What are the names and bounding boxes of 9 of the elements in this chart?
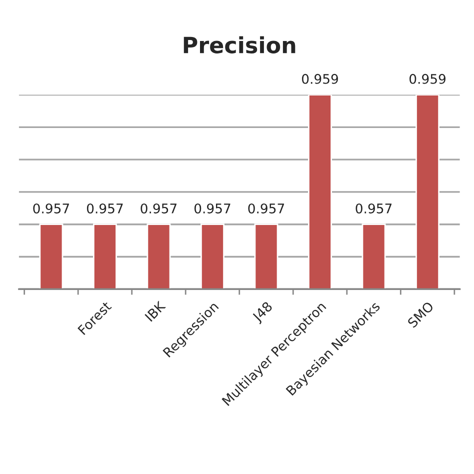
chart-title: Precision [184,36,296,54]
data-label: 0.957 [356,203,392,214]
data-label: 0.957 [33,203,69,214]
data-label: 0.959 [302,74,338,84]
data-label: 0.957 [248,203,284,214]
data-label: 0.959 [410,74,446,84]
data-label: 0.957 [86,203,123,214]
data-label: 0.957 [194,203,230,214]
data-label: 0.957 [140,203,176,214]
